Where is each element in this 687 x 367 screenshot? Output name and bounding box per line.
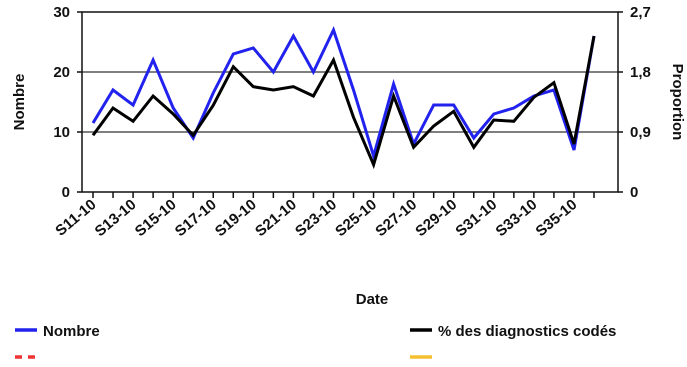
y-axis-right: 0 0,9 1,8 2,7 <box>618 4 651 201</box>
series-line-1 <box>91 26 596 162</box>
gridlines <box>82 71 618 133</box>
x-tick-label: S19-10 <box>212 196 260 240</box>
series-layer <box>91 26 596 170</box>
x-tick-label: S33-10 <box>492 196 540 240</box>
legend: Nombre % des diagnostics codés <box>15 323 616 359</box>
y-axis-left-title: Nombre <box>11 74 28 131</box>
y-right-tick-label: 0 <box>630 184 638 201</box>
legend-label-1: Nombre <box>43 323 100 340</box>
x-tick-label: S13-10 <box>92 196 140 240</box>
x-tick-label: S27-10 <box>372 196 420 240</box>
y-right-tick-label: 1,8 <box>630 64 651 81</box>
x-tick-label: S31-10 <box>452 196 500 240</box>
y-axis-left: 0 10 20 30 <box>53 4 82 201</box>
x-tick-label: S25-10 <box>332 196 380 240</box>
x-tick-label: S23-10 <box>292 196 340 240</box>
x-tick-label: S21-10 <box>252 196 300 240</box>
x-axis-title: Date <box>356 291 389 308</box>
series-line-2 <box>91 35 596 170</box>
x-tick-label: S29-10 <box>412 196 460 240</box>
plot-area <box>81 11 619 193</box>
y-right-tick-label: 2,7 <box>630 4 651 21</box>
x-axis: S11-10S13-10S15-10S17-10S19-10S21-10S23-… <box>52 192 595 240</box>
x-tick-label: S17-10 <box>172 196 220 240</box>
x-tick-label: S35-10 <box>533 196 581 240</box>
x-tick-label: S15-10 <box>132 196 180 240</box>
y-left-tick-label: 30 <box>53 4 70 21</box>
x-tick-label: S11-10 <box>52 196 99 240</box>
y-left-tick-label: 10 <box>53 124 70 141</box>
legend-label-2: % des diagnostics codés <box>438 323 616 340</box>
y-left-tick-label: 20 <box>53 64 70 81</box>
y-right-tick-label: 0,9 <box>630 124 651 141</box>
y-left-tick-label: 0 <box>62 184 70 201</box>
y-axis-right-title: Proportion <box>669 64 686 141</box>
